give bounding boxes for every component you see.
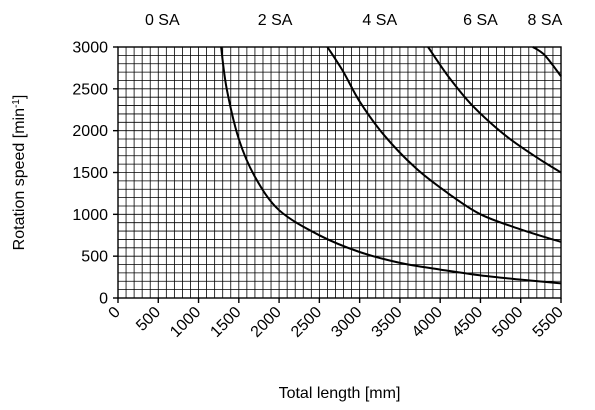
y-tick-label: 2000 [72, 123, 108, 140]
y-axis-title-main: Rotation speed [min [11, 108, 28, 250]
sa-label: 6 SA [463, 12, 498, 29]
grid [118, 47, 561, 298]
speed-curve [326, 46, 562, 243]
speed-curve [427, 46, 562, 174]
curves [220, 46, 562, 285]
speed-curve [532, 46, 562, 77]
y-axis-title-superscript: -1 [11, 99, 22, 108]
sa-label: 2 SA [258, 12, 293, 29]
sa-label: 8 SA [528, 12, 563, 29]
y-axis-title: Rotation speed [min-1] [11, 95, 29, 251]
x-tick-label: 2000 [248, 304, 285, 341]
sa-label: 0 SA [145, 12, 180, 29]
x-tick-label: 500 [133, 304, 164, 335]
x-tick-label: 5500 [530, 304, 567, 341]
speed-curve [220, 46, 562, 285]
x-tick-labels: 0 500 1000 1500 2000 2500 3000 3500 4000 4500 5000… [106, 304, 567, 341]
y-tick-label: 3000 [72, 40, 108, 57]
x-tick-label: 4500 [449, 304, 486, 341]
x-tick-label: 4000 [409, 304, 446, 341]
y-tick-label: 1500 [72, 165, 108, 182]
y-tick-labels: 0 500 1000 1500 2000 2500 3000 [72, 40, 108, 308]
sa-label: 4 SA [362, 12, 397, 29]
x-tick-label: 2500 [288, 304, 325, 341]
y-tick-label: 500 [81, 249, 108, 266]
y-tick-label: 2500 [72, 81, 108, 98]
x-tick-label: 1000 [167, 304, 204, 341]
x-tick-label: 3500 [369, 304, 406, 341]
x-tick-label: 1500 [207, 304, 244, 341]
y-tick-label: 0 [99, 291, 108, 308]
sa-labels: 0 SA 2 SA 4 SA 6 SA 8 SA [145, 12, 563, 29]
x-tick-label: 0 [106, 304, 124, 322]
y-axis-title-end: ] [11, 95, 28, 99]
tick-marks [113, 46, 562, 303]
y-tick-label: 1000 [72, 207, 108, 224]
x-axis-title: Total length [mm] [279, 385, 401, 402]
x-tick-label: 3000 [328, 304, 365, 341]
x-tick-label: 5000 [489, 304, 526, 341]
